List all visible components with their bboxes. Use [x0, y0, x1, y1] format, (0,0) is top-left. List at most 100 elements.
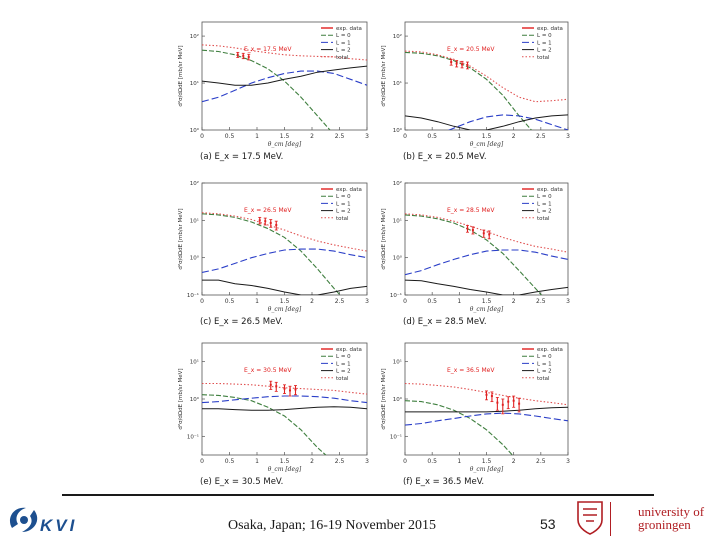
panel-c: 0 0.5 1 1.5 2 2.5 3 10⁻¹ 10⁰ 10¹ 10² θ_cm [deg] d²σ/…: [177, 180, 369, 327]
exp-data-point: [289, 389, 291, 392]
legend-entry: total: [537, 216, 550, 222]
y-tick-label: 10⁻¹: [187, 292, 199, 299]
series-l-1: [202, 70, 367, 103]
x-tick-label: 3: [566, 133, 570, 140]
legend-entry: L = 1: [537, 40, 552, 46]
legend-entry: L = 0: [336, 33, 351, 39]
exp-data-point: [247, 55, 250, 58]
x-tick-label: 3: [566, 298, 570, 305]
kvi-wordmark: KVI: [40, 516, 78, 535]
y-tick-label: 10⁰: [190, 127, 200, 134]
x-tick-label: 0.5: [225, 458, 235, 465]
curves: [405, 50, 568, 130]
panel-e: 0 0.5 1 1.5 2 2.5 3 10⁻¹ 10⁰ 10¹ θ_cm [deg] d²σ/dΩd…: [177, 342, 369, 487]
curves: [405, 213, 568, 295]
x-tick-label: 1: [255, 458, 259, 465]
x-tick-label: 1: [255, 298, 259, 305]
x-tick-label: 3: [365, 458, 369, 465]
exp-data-point: [269, 221, 272, 224]
x-tick-label: 0.5: [225, 133, 235, 140]
legend-entry: L = 1: [537, 361, 552, 367]
page-number: 53: [540, 516, 556, 532]
exp-data-point: [466, 227, 469, 230]
series-l-0: [405, 400, 514, 455]
legend-entry: total: [537, 376, 550, 382]
exp-data-point: [488, 233, 491, 236]
legend-entry: exp. data: [336, 26, 362, 32]
panel-caption: (f) E_x = 36.5 MeV.: [403, 477, 484, 487]
y-axis-label: d²σ/dΩdE [mb/sr MeV]: [177, 45, 184, 106]
y-tick-label: 10¹: [190, 80, 199, 87]
x-tick-label: 2.5: [536, 133, 546, 140]
legend-entry: total: [336, 216, 349, 222]
exp-data-point: [461, 63, 464, 66]
y-axis-label: d²σ/dΩdE [mb/sr MeV]: [177, 368, 184, 429]
energy-label: E_x = 20.5 MeV: [447, 46, 495, 53]
y-tick-label: 10⁰: [190, 396, 200, 403]
legend-entry: L = 0: [537, 194, 552, 200]
exp-data-point: [490, 395, 493, 398]
legend-entry: total: [336, 376, 349, 382]
series-total: [405, 213, 568, 253]
legend-entry: L = 2: [537, 369, 552, 375]
legend-entry: L = 0: [537, 33, 552, 39]
x-tick-label: 1: [457, 458, 461, 465]
y-axis-label: d²σ/dΩdE [mb/sr MeV]: [380, 368, 387, 429]
exp-data-point: [485, 393, 488, 396]
x-axis-label: θ_cm [deg]: [268, 306, 302, 313]
exp-data-point: [264, 220, 267, 223]
x-tick-label: 2: [512, 298, 516, 305]
legend-entry: L = 1: [336, 40, 351, 46]
panel-d: 0 0.5 1 1.5 2 2.5 3 10⁻¹ 10⁰ 10¹ 10² θ_cm [deg] d²σ/…: [380, 180, 570, 327]
x-tick-label: 0.5: [427, 458, 437, 465]
x-tick-label: 2.5: [335, 458, 345, 465]
x-tick-label: 3: [365, 133, 369, 140]
x-tick-label: 2: [512, 458, 516, 465]
plot-frame: [404, 21, 569, 131]
legend-entry: L = 2: [336, 369, 351, 375]
x-tick-label: 0: [200, 133, 204, 140]
panel-a: 0 0.5 1 1.5 2 2.5 3 10⁰ 10¹ 10² θ_cm [deg] d²σ/dΩdE…: [177, 21, 369, 162]
exp-data-point: [482, 232, 485, 235]
exp-data-point: [471, 229, 474, 232]
panel-caption: (d) E_x = 28.5 MeV.: [403, 317, 487, 327]
y-tick-label: 10⁻¹: [187, 433, 199, 440]
footer-rule: [62, 494, 654, 496]
legend-entry: exp. data: [336, 347, 362, 353]
rug-crest-icon: [577, 501, 603, 535]
exp-data-point: [518, 402, 521, 405]
exp-data-point: [496, 401, 499, 404]
series-l-2: [202, 65, 367, 86]
series-l-1: [202, 248, 367, 274]
x-tick-label: 1.5: [280, 458, 290, 465]
legend-entry: L = 2: [336, 209, 351, 215]
y-tick-label: 10⁰: [190, 255, 200, 262]
series-total: [202, 212, 367, 252]
kvi-logo: [4, 500, 84, 540]
legend-entry: L = 0: [336, 354, 351, 360]
x-tick-label: 2.5: [536, 458, 546, 465]
legend-entry: exp. data: [537, 26, 563, 32]
series-l-1: [447, 114, 568, 130]
y-tick-label: 10²: [190, 180, 199, 187]
panel-caption: (e) E_x = 30.5 MeV.: [200, 477, 283, 487]
exp-data-point: [501, 403, 504, 406]
x-tick-label: 1: [255, 133, 259, 140]
exp-data-point: [455, 62, 458, 65]
series-l-1: [405, 249, 568, 276]
rug-line-2: groningen: [638, 517, 691, 532]
x-tick-label: 0.5: [427, 298, 437, 305]
y-tick-label: 10¹: [393, 217, 402, 224]
exp-data-point: [512, 399, 515, 402]
x-tick-label: 1.5: [280, 298, 290, 305]
x-axis-label: θ_cm [deg]: [268, 466, 302, 473]
x-tick-label: 2: [310, 133, 314, 140]
legend-entry: L = 1: [336, 201, 351, 207]
x-axis-label: θ_cm [deg]: [268, 141, 302, 148]
series-l-0: [405, 51, 533, 130]
y-tick-label: 10²: [393, 180, 402, 187]
exp-data-point: [466, 64, 469, 67]
figure-six-panels: 0 0.5 1 1.5 2 2.5 3 10⁰ 10¹ 10² θ_cm [deg] d²σ/dΩdE…: [177, 21, 570, 487]
x-tick-label: 0: [200, 298, 204, 305]
y-tick-label: 10¹: [190, 359, 199, 366]
